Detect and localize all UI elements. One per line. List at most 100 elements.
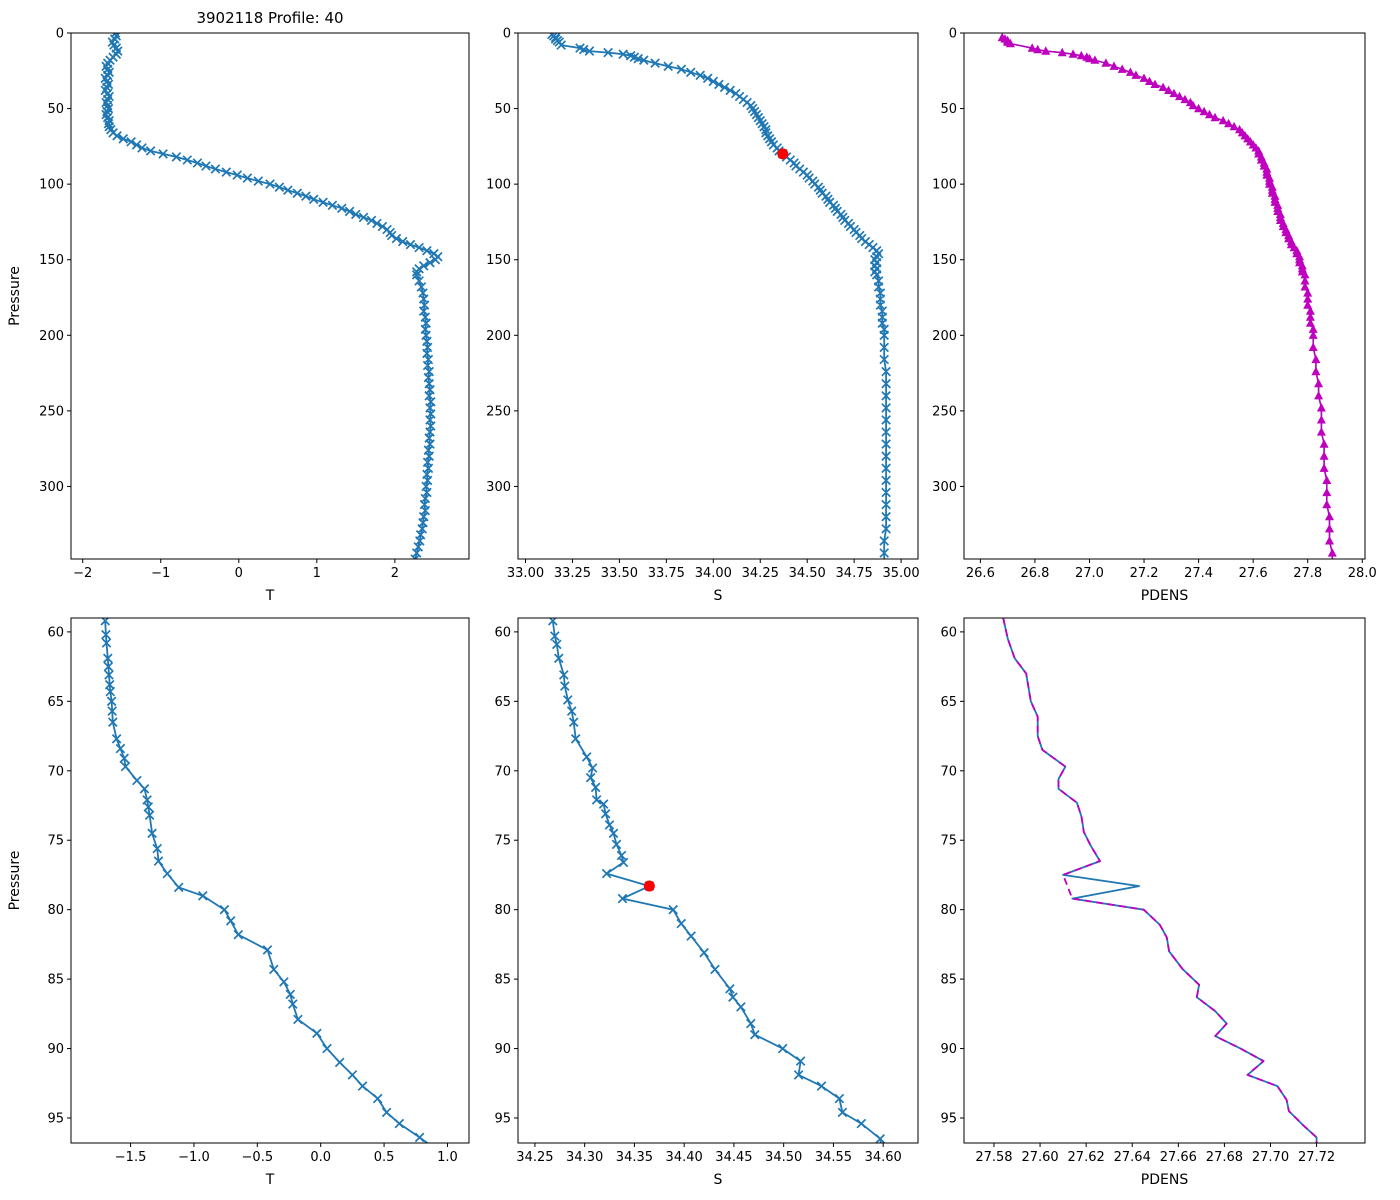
y-tick-label: 80 bbox=[940, 903, 957, 918]
y-tick-label: 65 bbox=[494, 695, 511, 710]
x-axis-label: T bbox=[265, 588, 275, 604]
y-tick-label: 50 bbox=[47, 102, 64, 117]
x-axis-label: T bbox=[265, 1172, 275, 1188]
x-tick-label: 27.58 bbox=[975, 1150, 1012, 1165]
y-axis-label: Pressure bbox=[7, 851, 23, 911]
y-tick-label: 50 bbox=[494, 102, 511, 117]
y-tick-label: 100 bbox=[486, 178, 511, 193]
y-tick-label: 90 bbox=[47, 1042, 64, 1057]
y-tick-label: 100 bbox=[932, 178, 957, 193]
x-tick-label: 34.60 bbox=[865, 1150, 902, 1165]
y-tick-label: 250 bbox=[486, 404, 511, 419]
y-tick-label: 150 bbox=[932, 253, 957, 268]
x-tick-label: 33.00 bbox=[507, 566, 544, 581]
x-tick-label: 28.0 bbox=[1348, 566, 1377, 581]
series-line-PDENS_zoom_adjusted bbox=[1002, 618, 1318, 1143]
x-markers-T_deep bbox=[100, 33, 443, 559]
subplot-s-deep: 33.00 33.25 33.50 33.75 34.00 34.25 34.50 34.75… bbox=[486, 27, 920, 605]
y-tick-label: 80 bbox=[47, 903, 64, 918]
x-tick-label: 26.8 bbox=[1020, 566, 1049, 581]
x-tick-label: 33.75 bbox=[648, 566, 685, 581]
y-tick-label: 70 bbox=[47, 764, 64, 779]
y-tick-label: 0 bbox=[56, 27, 64, 42]
y-tick-label: 300 bbox=[932, 480, 957, 495]
x-tick-label: 34.35 bbox=[616, 1150, 653, 1165]
x-tick-label: 0.5 bbox=[374, 1150, 395, 1165]
axes-frame bbox=[517, 617, 919, 1144]
y-tick-label: 65 bbox=[940, 695, 957, 710]
x-tick-label: 0 bbox=[235, 566, 243, 581]
series-line-PDENS_deep bbox=[1001, 36, 1334, 559]
axes-frame bbox=[70, 32, 470, 560]
y-tick-label: 100 bbox=[39, 178, 64, 193]
series-line-PDENS_deep bbox=[1001, 36, 1334, 559]
x-tick-label: 27.4 bbox=[1184, 566, 1213, 581]
x-axis-label: PDENS bbox=[1141, 1172, 1189, 1188]
x-axis-label: S bbox=[714, 588, 723, 604]
x-tick-label: −1.0 bbox=[178, 1150, 210, 1165]
y-tick-label: 90 bbox=[940, 1042, 957, 1057]
y-tick-label: 80 bbox=[494, 903, 511, 918]
x-tick-label: 34.55 bbox=[815, 1150, 852, 1165]
flagged-point-marker bbox=[777, 148, 789, 160]
subplot-t-deep: −2 −1 0 1 2 0 50 100 150 200 250 300 T Pressure 390211… bbox=[7, 9, 470, 604]
y-tick-label: 60 bbox=[47, 625, 64, 640]
triangle-markers-PDENS_deep bbox=[997, 33, 1337, 557]
x-tick-label: −1.5 bbox=[115, 1150, 147, 1165]
x-tick-label: 27.68 bbox=[1206, 1150, 1243, 1165]
x-axis-label: PDENS bbox=[1141, 588, 1189, 604]
y-tick-label: 300 bbox=[486, 480, 511, 495]
axes-frame bbox=[963, 617, 1366, 1144]
x-tick-label: 33.50 bbox=[601, 566, 638, 581]
x-tick-label: −1 bbox=[151, 566, 170, 581]
subplot-t-zoom: −1.5 −1.0 −0.5 0.0 0.5 1.0 60 65 70 75 80 85 90 95 T Pr… bbox=[7, 617, 470, 1188]
x-tick-label: 34.45 bbox=[715, 1150, 752, 1165]
y-tick-label: 250 bbox=[39, 404, 64, 419]
axes-frame bbox=[963, 32, 1366, 560]
x-tick-label: 2 bbox=[391, 566, 399, 581]
x-tick-label: 35.00 bbox=[882, 566, 919, 581]
series-line-PDENS_zoom_raw bbox=[1002, 618, 1318, 1143]
y-tick-label: 60 bbox=[940, 625, 957, 640]
subplot-s-zoom: 34.25 34.30 34.35 34.40 34.45 34.50 34.55 34.60… bbox=[494, 617, 919, 1188]
x-tick-label: 0.0 bbox=[310, 1150, 331, 1165]
y-tick-label: 70 bbox=[940, 764, 957, 779]
subplot-pdens-deep: 26.6 26.8 27.0 27.2 27.4 27.6 27.8 28.0 0 50 100 15… bbox=[932, 27, 1377, 605]
x-tick-label: 34.25 bbox=[516, 1150, 553, 1165]
x-markers-T_zoom bbox=[100, 618, 425, 1143]
chart-title: 3902118 Profile: 40 bbox=[196, 9, 343, 27]
y-tick-label: 85 bbox=[47, 973, 64, 988]
x-tick-label: 34.40 bbox=[666, 1150, 703, 1165]
flagged-point-marker bbox=[643, 880, 655, 892]
x-tick-label: 34.00 bbox=[695, 566, 732, 581]
y-tick-label: 150 bbox=[486, 253, 511, 268]
x-markers-S_deep bbox=[546, 33, 891, 558]
y-tick-label: 250 bbox=[932, 404, 957, 419]
x-tick-label: 27.64 bbox=[1114, 1150, 1151, 1165]
y-tick-label: 95 bbox=[47, 1112, 64, 1127]
x-tick-label: −0.5 bbox=[242, 1150, 274, 1165]
y-tick-label: 85 bbox=[494, 973, 511, 988]
y-tick-label: 150 bbox=[39, 253, 64, 268]
x-tick-label: 26.6 bbox=[966, 566, 995, 581]
x-tick-label: 34.75 bbox=[836, 566, 873, 581]
y-tick-label: 0 bbox=[503, 27, 511, 42]
x-tick-label: 27.72 bbox=[1298, 1150, 1335, 1165]
y-tick-label: 65 bbox=[47, 695, 64, 710]
x-tick-label: 33.25 bbox=[554, 566, 591, 581]
x-tick-label: 27.60 bbox=[1021, 1150, 1058, 1165]
x-tick-label: 1 bbox=[313, 566, 321, 581]
x-markers-S_zoom bbox=[547, 618, 886, 1143]
y-tick-label: 70 bbox=[494, 764, 511, 779]
series-line-T_deep bbox=[104, 33, 439, 559]
x-tick-label: −2 bbox=[73, 566, 92, 581]
subplot-pdens-zoom: 27.58 27.60 27.62 27.64 27.66 27.68 27.70 27.72… bbox=[940, 617, 1366, 1188]
x-tick-label: 27.66 bbox=[1160, 1150, 1197, 1165]
y-tick-label: 50 bbox=[940, 102, 957, 117]
y-tick-label: 0 bbox=[949, 27, 957, 42]
y-tick-label: 300 bbox=[39, 480, 64, 495]
y-tick-label: 75 bbox=[940, 834, 957, 849]
x-tick-label: 34.50 bbox=[765, 1150, 802, 1165]
